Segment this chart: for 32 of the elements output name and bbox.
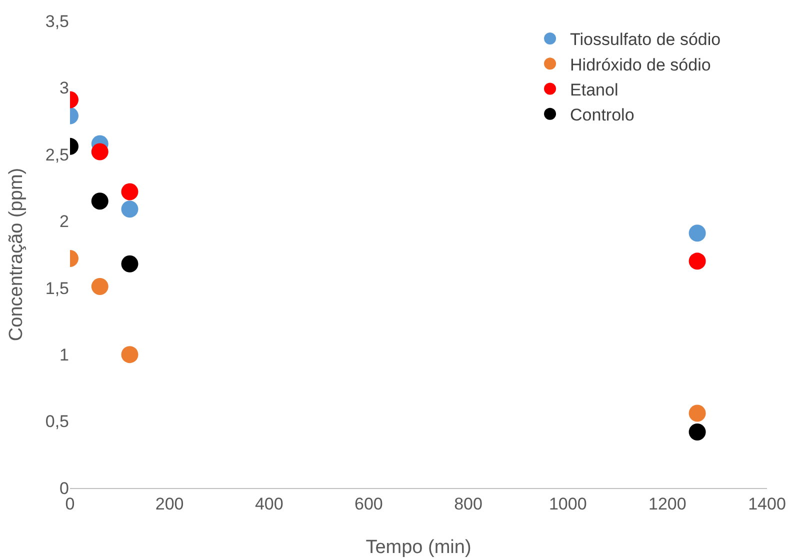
y-tick-label: 1,5 (45, 278, 69, 298)
point (121, 200, 138, 218)
y-tick-label: 2 (60, 212, 69, 232)
point (121, 183, 138, 200)
y-tick-label: 0,5 (45, 412, 69, 432)
legend-label: Hidróxido de sódio (570, 55, 711, 74)
y-tick-label: 2,5 (45, 145, 69, 164)
x-tick-label: 800 (454, 494, 482, 514)
x-tick-label: 200 (155, 494, 184, 514)
point (91, 192, 108, 210)
x-tick-label: 600 (354, 494, 383, 514)
point (91, 278, 108, 296)
point (688, 224, 706, 242)
y-tick-label: 1 (60, 346, 69, 365)
y-tick-label: 3,5 (45, 12, 69, 31)
x-tick-label: 1400 (748, 494, 786, 514)
point (121, 346, 138, 364)
point (688, 423, 706, 440)
point (121, 255, 138, 272)
x-tick-label: 1000 (548, 494, 587, 514)
point (91, 143, 108, 160)
y-axis-title: Concentração (ppm) (6, 168, 27, 342)
x-tick-label: 1200 (648, 494, 686, 514)
legend-label: Tiossulfato de sódio (570, 30, 721, 50)
x-axis-title: Tempo (min) (366, 537, 472, 558)
x-tick-label: 400 (254, 494, 284, 514)
y-tick-label: 3 (60, 78, 69, 98)
legend-label: Controlo (570, 105, 634, 124)
y-tick-label: 0 (60, 478, 69, 498)
point (688, 252, 706, 270)
legend-label: Etanol (570, 80, 618, 100)
point (688, 404, 706, 422)
